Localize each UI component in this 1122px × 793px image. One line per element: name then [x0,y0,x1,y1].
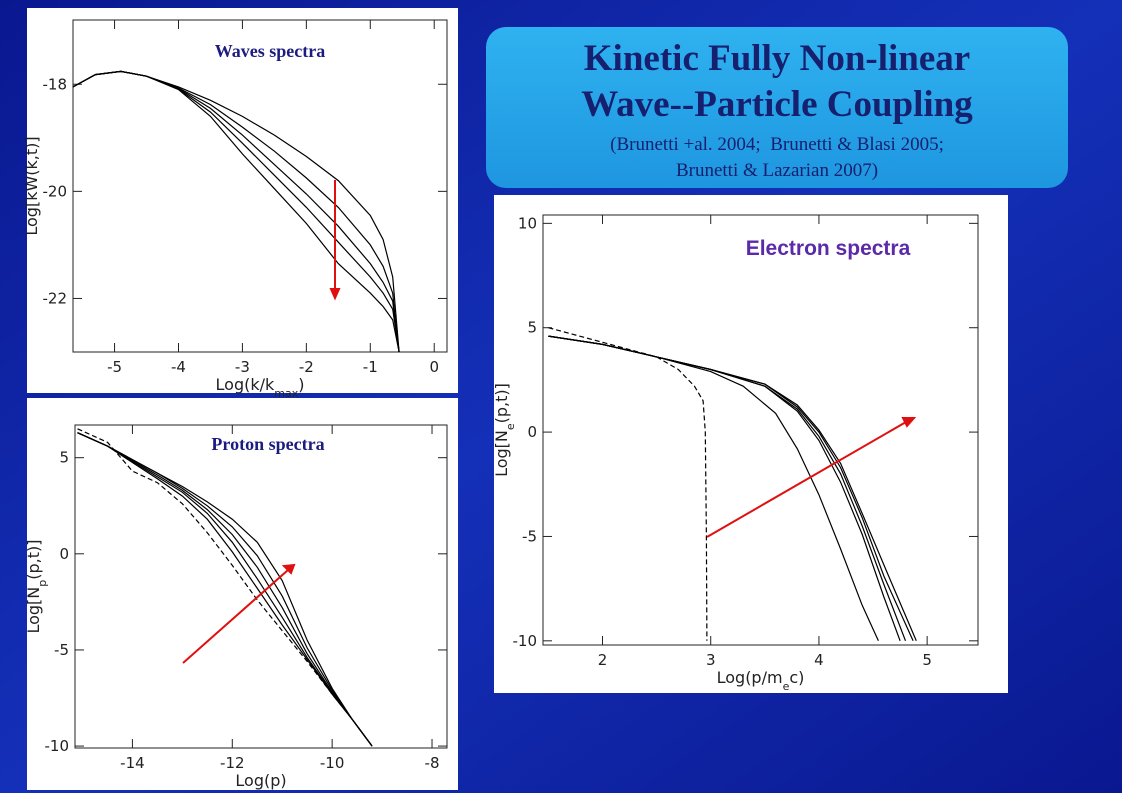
y-tick-label: 5 [59,449,69,467]
label-part: (p,t)] [24,539,43,579]
x-tick-label: 2 [598,651,608,669]
annotation: Electron spectra [746,237,911,260]
plots: -5 -4 -3 -2 -1 0-18-20-22Log(k/kmax)Log[kW(k,… [22,19,979,790]
label-part: ) [298,375,304,394]
plot-frame [542,214,979,646]
y-tick-label: 5 [527,319,537,337]
x-tick-label: -5 [107,358,122,376]
x-axis-label: Log(p) [235,771,286,790]
arrow-head [901,417,917,428]
plot-frame [74,424,448,749]
label-part: Log(p/m [717,668,783,687]
arrow-head [329,288,341,301]
citation: (Brunetti +al. 2004; Brunetti & Blasi 20… [610,134,944,155]
plot-frame [72,19,448,353]
x-tick-label: -14 [120,754,145,772]
x-axis-label: Log(p/mec) [717,668,805,693]
arrow [182,569,289,664]
data-line [77,428,373,747]
panel [494,195,1008,693]
annotation: Waves spectra [215,41,325,61]
data-line [548,335,917,642]
panel [27,8,458,393]
y-axis-label: Log[kW(k,t)] [22,136,41,235]
label-part: (p,t)] [492,383,511,423]
y-tick-label: 10 [518,214,537,232]
label-part: e [504,423,517,430]
arrow-head [281,563,296,575]
citation: Brunetti & Lazarian 2007) [676,160,878,181]
x-tick-label: 0 [429,358,439,376]
title-box [486,27,1068,188]
y-axis-label: Log[Ne(p,t)] [492,383,517,477]
y-tick-label: -22 [43,289,68,307]
x-tick-label: -2 [299,358,314,376]
x-tick-label: -12 [220,754,245,772]
label-part: c) [789,668,804,687]
arrow [706,421,907,538]
x-tick-label: 3 [706,651,716,669]
x-tick-label: -1 [363,358,378,376]
x-tick-label: -3 [235,358,250,376]
data-line [77,432,373,747]
y-tick-label: 0 [59,545,69,563]
y-tick-label: -18 [43,75,68,93]
y-tick-label: -5 [54,641,69,659]
title: Kinetic Fully Non-linear [584,38,970,79]
x-axis-label: Log(k/kmax) [216,375,305,400]
y-tick-label: -10 [45,737,70,755]
label-part: Log[N [24,587,43,634]
label-part: max [274,387,298,400]
data-line [72,70,400,353]
y-axis-label: Log[Np(p,t)] [24,539,49,633]
x-tick-label: -4 [171,358,186,376]
y-tick-label: -10 [513,632,538,650]
label-part: e [783,680,790,693]
x-tick-label: 4 [814,651,824,669]
y-tick-label: -20 [43,182,68,200]
panel [27,398,458,790]
label-part: Log[N [492,430,511,477]
title: Wave--Particle Coupling [581,84,973,125]
data-line [548,327,708,641]
x-tick-label: -8 [425,754,440,772]
arrows [182,180,917,664]
x-tick-label: -10 [320,754,345,772]
y-tick-label: 0 [527,423,537,441]
label-part: Log(k/k [216,375,275,394]
x-tick-label: 5 [922,651,932,669]
annotation: Proton spectra [211,434,324,454]
y-tick-label: -5 [522,527,537,545]
data-line [77,432,373,747]
label-part: p [36,580,49,587]
